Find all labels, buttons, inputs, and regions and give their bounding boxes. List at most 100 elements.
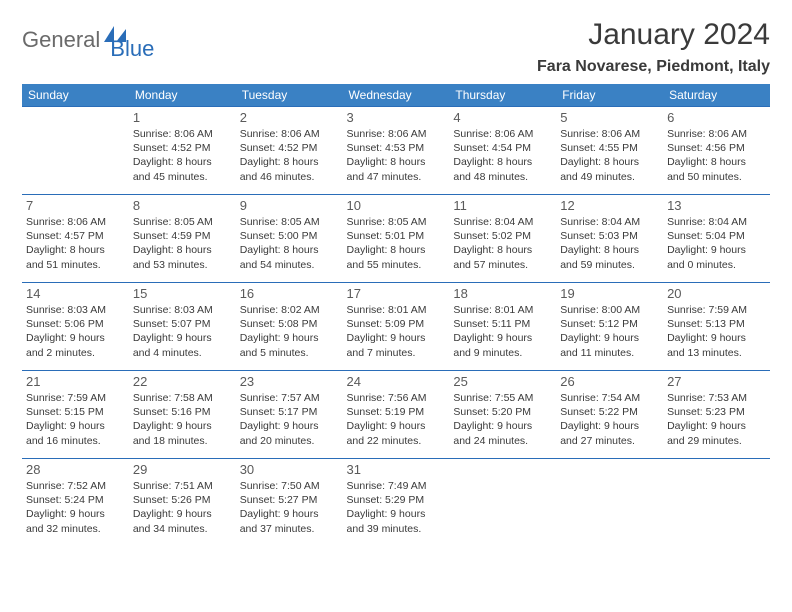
weekday-header: Saturday [663,84,770,107]
day-number: 16 [240,286,339,301]
day-number: 12 [560,198,659,213]
day-info: Sunrise: 8:04 AMSunset: 5:02 PMDaylight:… [453,215,552,272]
day-info: Sunrise: 8:06 AMSunset: 4:56 PMDaylight:… [667,127,766,184]
calendar-day-cell: 24 Sunrise: 7:56 AMSunset: 5:19 PMDayligh… [343,371,450,459]
calendar-day-cell: 30 Sunrise: 7:50 AMSunset: 5:27 PMDayligh… [236,459,343,547]
calendar-day-cell: 9 Sunrise: 8:05 AMSunset: 5:00 PMDaylight… [236,195,343,283]
calendar-day-cell: 29Sunrise: 7:51 AMSunset: 5:26 PMDayligh… [129,459,236,547]
weekday-header: Thursday [449,84,556,107]
calendar-day-cell [449,459,556,547]
logo-text-general: General [22,27,100,53]
calendar-day-cell: 20Sunrise: 7:59 AMSunset: 5:13 PMDayligh… [663,283,770,371]
header: General Blue January 2024 Fara Novarese,… [22,18,770,76]
day-number: 10 [347,198,446,213]
day-number: 9 [240,198,339,213]
day-info: Sunrise: 7:58 AMSunset: 5:16 PMDaylight:… [133,391,232,448]
calendar-day-cell: 21 Sunrise: 7:59 AMSunset: 5:15 PMDayligh… [22,371,129,459]
weekday-header: Friday [556,84,663,107]
day-info: Sunrise: 7:51 AMSunset: 5:26 PMDaylight:… [133,479,232,536]
logo-text-blue: Blue [110,36,154,62]
day-info: Sunrise: 8:02 AMSunset: 5:08 PMDaylight:… [240,303,339,360]
day-info: Sunrise: 7:57 AMSunset: 5:17 PMDaylight:… [240,391,339,448]
day-info: Sunrise: 8:06 AMSunset: 4:54 PMDaylight:… [453,127,552,184]
month-title: January 2024 [537,18,770,52]
day-info: Sunrise: 8:04 AMSunset: 5:03 PMDaylight:… [560,215,659,272]
calendar-day-cell: 15 Sunrise: 8:03 AMSunset: 5:07 PMDayligh… [129,283,236,371]
day-number: 23 [240,374,339,389]
day-number: 21 [26,374,125,389]
title-block: January 2024 Fara Novarese, Piedmont, It… [537,18,770,76]
day-number: 5 [560,110,659,125]
day-number: 8 [133,198,232,213]
day-info: Sunrise: 7:50 AMSunset: 5:27 PMDaylight:… [240,479,339,536]
day-number: 24 [347,374,446,389]
day-number: 17 [347,286,446,301]
day-number: 31 [347,462,446,477]
day-number: 25 [453,374,552,389]
calendar-day-cell: 14 Sunrise: 8:03 AMSunset: 5:06 PMDayligh… [22,283,129,371]
calendar-day-cell: 12 Sunrise: 8:04 AMSunset: 5:03 PMDayligh… [556,195,663,283]
day-info: Sunrise: 8:01 AMSunset: 5:09 PMDaylight:… [347,303,446,360]
weekday-header-row: SundayMondayTuesdayWednesdayThursdayFrid… [22,84,770,107]
day-number: 19 [560,286,659,301]
day-info: Sunrise: 8:04 AMSunset: 5:04 PMDaylight:… [667,215,766,272]
day-number: 28 [26,462,125,477]
weekday-header: Sunday [22,84,129,107]
calendar-day-cell: 6 Sunrise: 8:06 AMSunset: 4:56 PMDaylight… [663,107,770,195]
calendar-day-cell: 3 Sunrise: 8:06 AMSunset: 4:53 PMDaylight… [343,107,450,195]
day-number: 4 [453,110,552,125]
day-info: Sunrise: 8:01 AMSunset: 5:11 PMDaylight:… [453,303,552,360]
logo: General Blue [22,18,154,62]
day-number: 18 [453,286,552,301]
calendar-day-cell: 2Sunrise: 8:06 AMSunset: 4:52 PMDaylight… [236,107,343,195]
weekday-header: Tuesday [236,84,343,107]
day-number: 14 [26,286,125,301]
day-info: Sunrise: 8:06 AMSunset: 4:53 PMDaylight:… [347,127,446,184]
day-info: Sunrise: 8:03 AMSunset: 5:06 PMDaylight:… [26,303,125,360]
calendar-day-cell: 28 Sunrise: 7:52 AMSunset: 5:24 PMDayligh… [22,459,129,547]
calendar-day-cell: 27 Sunrise: 7:53 AMSunset: 5:23 PMDayligh… [663,371,770,459]
calendar-day-cell: 10 Sunrise: 8:05 AMSunset: 5:01 PMDayligh… [343,195,450,283]
calendar-day-cell: 16 Sunrise: 8:02 AMSunset: 5:08 PMDayligh… [236,283,343,371]
calendar-day-cell: 22 Sunrise: 7:58 AMSunset: 5:16 PMDayligh… [129,371,236,459]
calendar-day-cell: 25 Sunrise: 7:55 AMSunset: 5:20 PMDayligh… [449,371,556,459]
day-number: 6 [667,110,766,125]
calendar-week-row: 21 Sunrise: 7:59 AMSunset: 5:15 PMDayligh… [22,371,770,459]
calendar-day-cell: 8Sunrise: 8:05 AMSunset: 4:59 PMDaylight… [129,195,236,283]
day-info: Sunrise: 7:56 AMSunset: 5:19 PMDaylight:… [347,391,446,448]
day-number: 3 [347,110,446,125]
calendar-day-cell: 13Sunrise: 8:04 AMSunset: 5:04 PMDayligh… [663,195,770,283]
calendar-day-cell: 1Sunrise: 8:06 AMSunset: 4:52 PMDaylight… [129,107,236,195]
calendar-day-cell [663,459,770,547]
calendar-day-cell: 7Sunrise: 8:06 AMSunset: 4:57 PMDaylight… [22,195,129,283]
day-number: 2 [240,110,339,125]
calendar-week-row: 14 Sunrise: 8:03 AMSunset: 5:06 PMDayligh… [22,283,770,371]
day-info: Sunrise: 8:05 AMSunset: 5:00 PMDaylight:… [240,215,339,272]
day-info: Sunrise: 8:05 AMSunset: 5:01 PMDaylight:… [347,215,446,272]
calendar-day-cell: 17 Sunrise: 8:01 AMSunset: 5:09 PMDayligh… [343,283,450,371]
calendar-table: SundayMondayTuesdayWednesdayThursdayFrid… [22,84,770,547]
day-info: Sunrise: 8:06 AMSunset: 4:57 PMDaylight:… [26,215,125,272]
day-info: Sunrise: 7:49 AMSunset: 5:29 PMDaylight:… [347,479,446,536]
day-number: 30 [240,462,339,477]
weekday-header: Wednesday [343,84,450,107]
calendar-day-cell: 18 Sunrise: 8:01 AMSunset: 5:11 PMDayligh… [449,283,556,371]
day-number: 11 [453,198,552,213]
day-info: Sunrise: 7:59 AMSunset: 5:15 PMDaylight:… [26,391,125,448]
day-info: Sunrise: 8:03 AMSunset: 5:07 PMDaylight:… [133,303,232,360]
location-text: Fara Novarese, Piedmont, Italy [537,58,770,76]
day-info: Sunrise: 7:55 AMSunset: 5:20 PMDaylight:… [453,391,552,448]
day-info: Sunrise: 8:00 AMSunset: 5:12 PMDaylight:… [560,303,659,360]
day-info: Sunrise: 7:53 AMSunset: 5:23 PMDaylight:… [667,391,766,448]
day-number: 20 [667,286,766,301]
day-info: Sunrise: 7:52 AMSunset: 5:24 PMDaylight:… [26,479,125,536]
day-number: 26 [560,374,659,389]
day-info: Sunrise: 8:06 AMSunset: 4:52 PMDaylight:… [133,127,232,184]
calendar-day-cell [556,459,663,547]
day-info: Sunrise: 7:54 AMSunset: 5:22 PMDaylight:… [560,391,659,448]
day-number: 27 [667,374,766,389]
calendar-day-cell: 31 Sunrise: 7:49 AMSunset: 5:29 PMDayligh… [343,459,450,547]
day-number: 22 [133,374,232,389]
calendar-week-row: 1Sunrise: 8:06 AMSunset: 4:52 PMDaylight… [22,107,770,195]
day-number: 15 [133,286,232,301]
